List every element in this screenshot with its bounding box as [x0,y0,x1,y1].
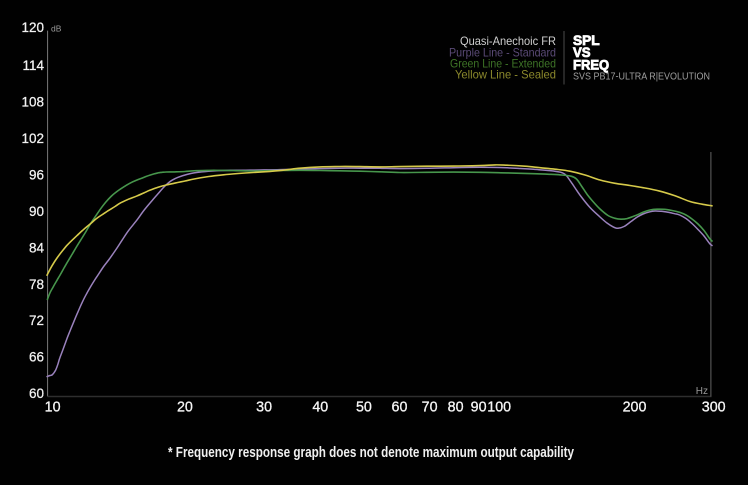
svg-text:Purple Line - Standard: Purple Line - Standard [449,46,556,59]
svg-text:SPL: SPL [573,33,600,48]
svg-text:90: 90 [471,400,487,416]
svg-text:50: 50 [356,400,372,416]
svg-text:dB: dB [51,24,62,34]
svg-text:70: 70 [422,400,438,416]
svg-text:20: 20 [177,400,193,416]
svg-text:40: 40 [312,400,328,416]
svg-text:FREQ: FREQ [573,58,609,73]
svg-text:108: 108 [21,95,44,110]
svg-text:Hz: Hz [696,386,708,397]
svg-text:80: 80 [448,400,464,416]
svg-text:SVS PB17-ULTRA R|EVOLUTION: SVS PB17-ULTRA R|EVOLUTION [573,71,710,82]
svg-text:Quasi-Anechoic FR: Quasi-Anechoic FR [460,35,556,48]
svg-text:102: 102 [21,131,44,146]
svg-text:120: 120 [21,20,44,35]
svg-text:60: 60 [392,400,408,416]
svg-text:100: 100 [487,400,511,416]
svg-text:114: 114 [22,58,44,73]
svg-text:* Frequency response graph doe: * Frequency response graph does not deno… [168,445,574,461]
svg-text:Green Line - Extended: Green Line - Extended [450,58,556,71]
svg-text:72: 72 [29,313,44,328]
svg-text:78: 78 [29,277,44,292]
svg-text:90: 90 [29,204,44,219]
svg-text:96: 96 [29,168,44,183]
svg-text:10: 10 [45,400,61,416]
svg-text:66: 66 [29,350,44,365]
svg-text:200: 200 [623,400,647,416]
svg-text:30: 30 [256,400,272,416]
svg-text:60: 60 [29,386,44,401]
svg-text:VS: VS [573,45,591,60]
svg-text:300: 300 [702,400,726,416]
svg-text:84: 84 [29,240,45,255]
svg-text:Yellow Line - Sealed: Yellow Line - Sealed [455,69,556,82]
